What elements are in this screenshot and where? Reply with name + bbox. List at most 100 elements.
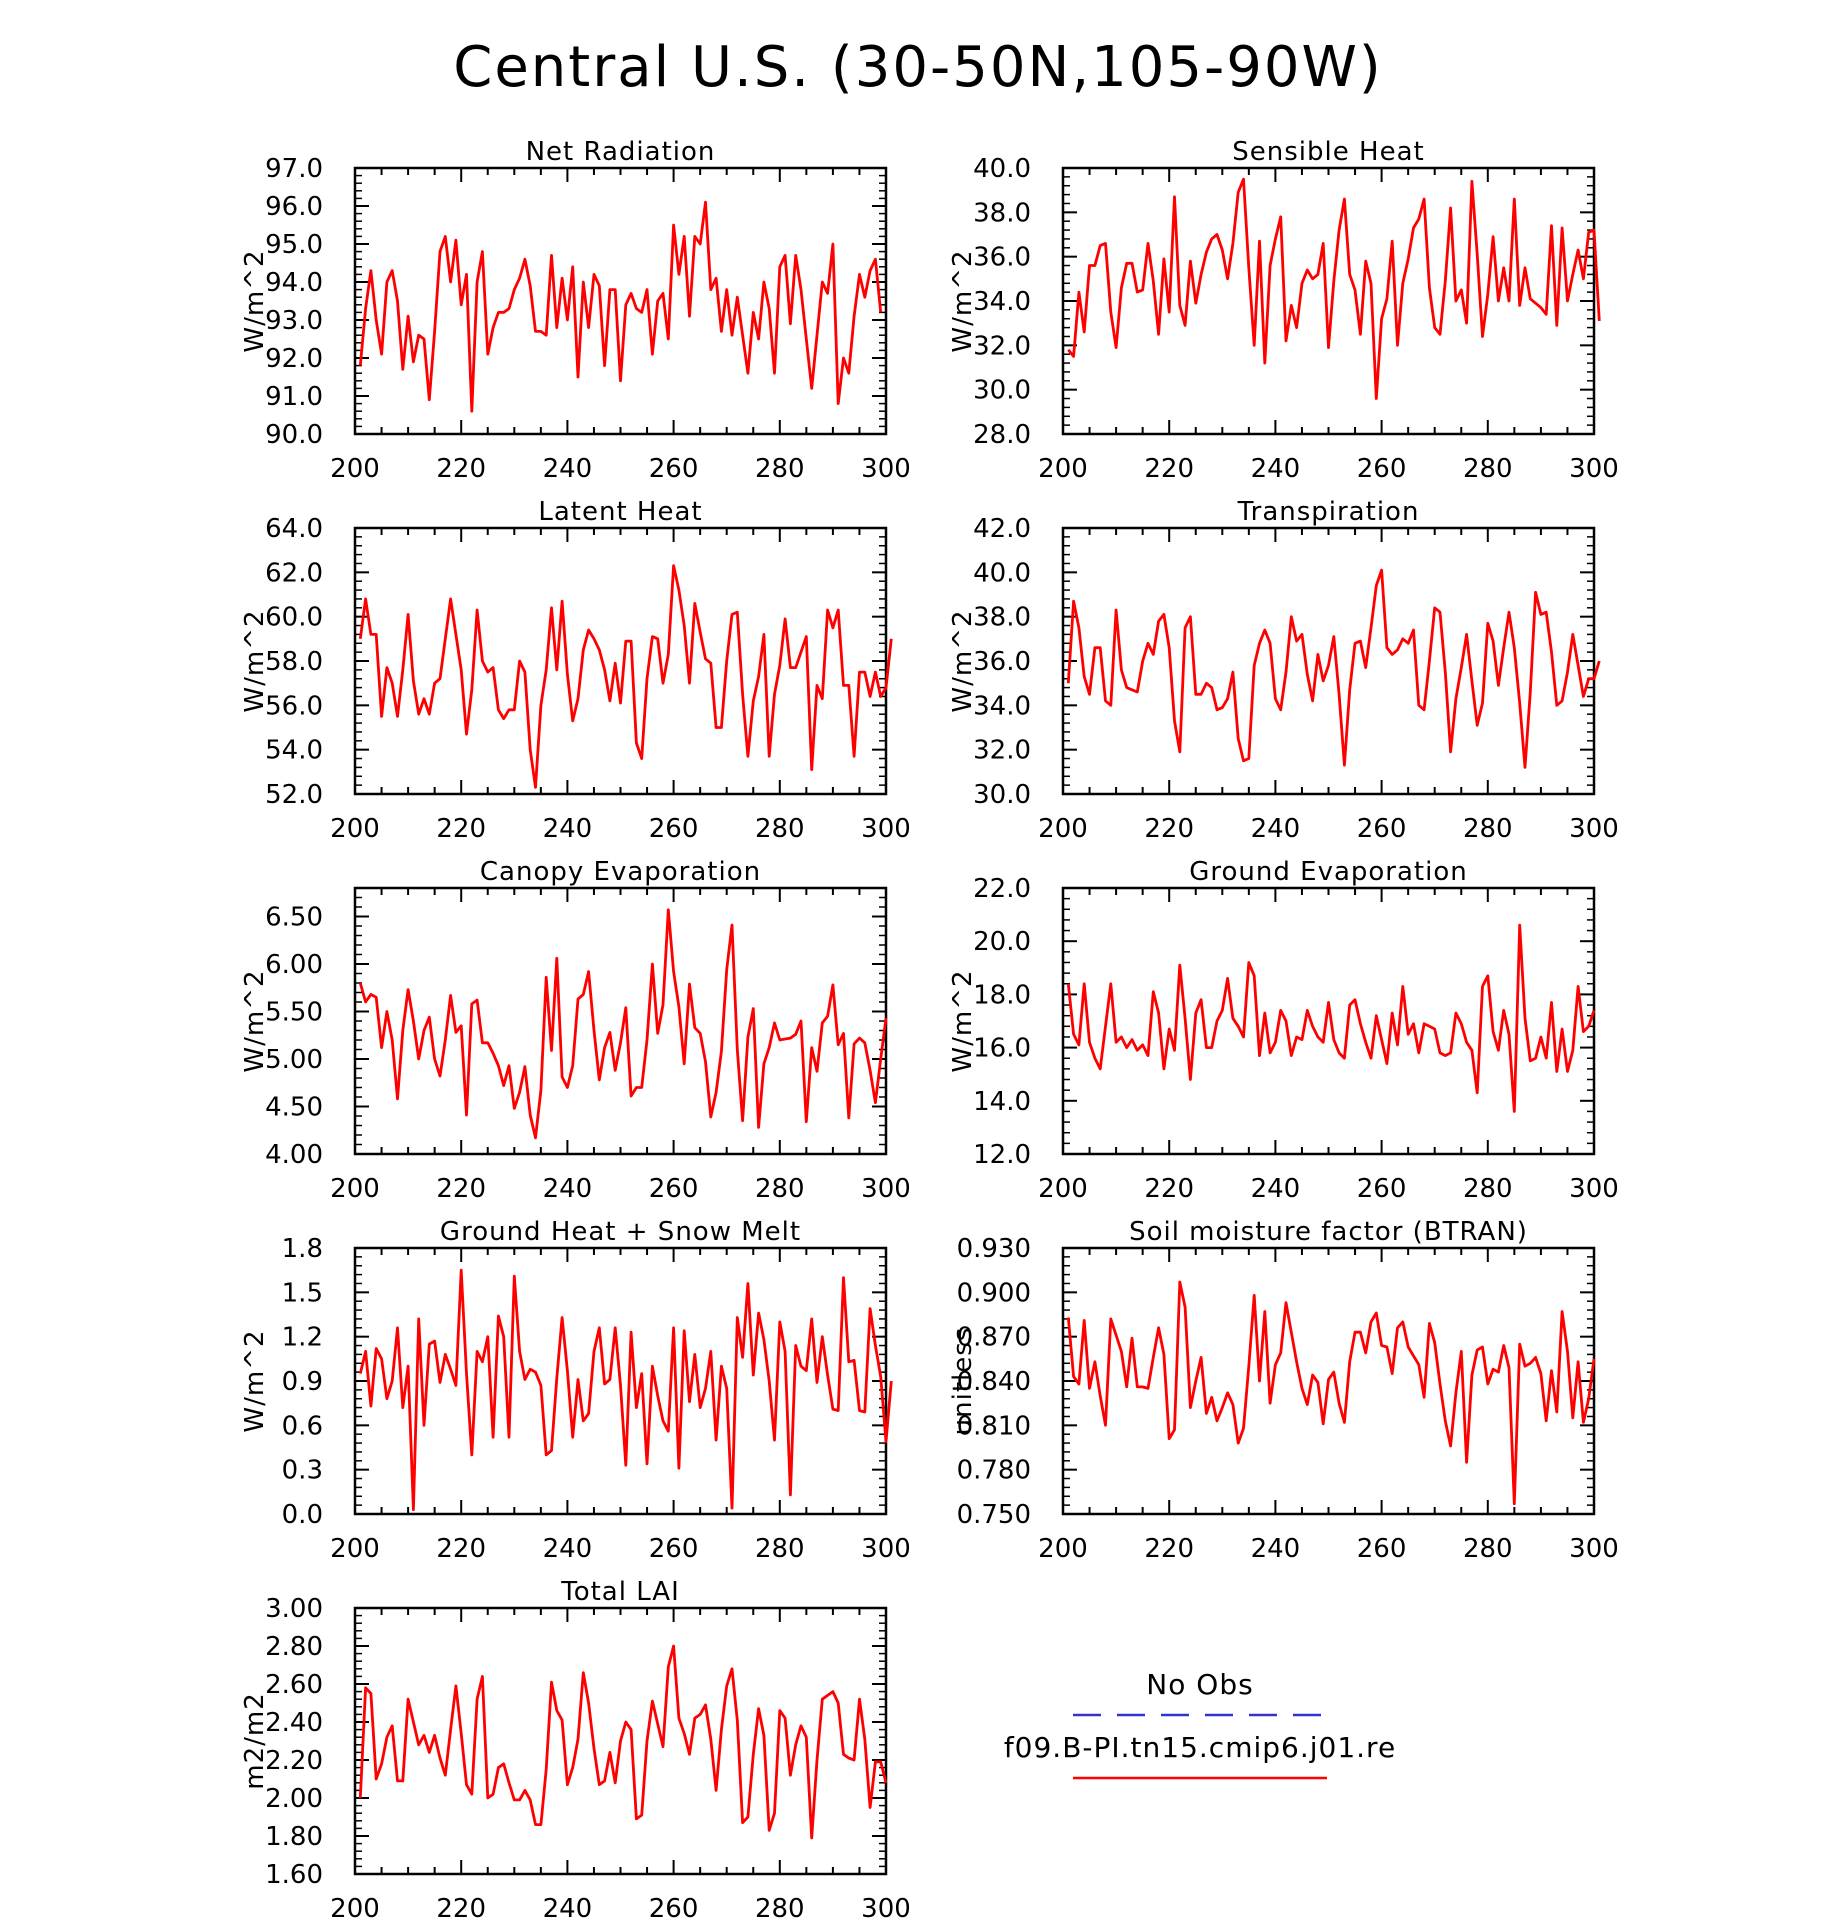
plot-frame bbox=[1061, 886, 1596, 1156]
x-tick-label: 260 bbox=[649, 1534, 699, 1564]
y-tick-label: 64.0 bbox=[265, 514, 323, 544]
chart-panel: Net Radiation W/m^2 200 220 240 260 280 300 90.0… bbox=[240, 137, 911, 484]
y-tick-label: 32.0 bbox=[973, 331, 1031, 361]
y-tick-label: 0.3 bbox=[282, 1456, 323, 1486]
x-tick-label: 240 bbox=[543, 814, 593, 844]
plot-frame bbox=[353, 166, 888, 436]
y-tick-label: 3.00 bbox=[265, 1594, 323, 1624]
x-tick-label: 300 bbox=[861, 1174, 911, 1204]
x-tick-label: 280 bbox=[755, 454, 805, 484]
x-tick-label: 300 bbox=[1569, 1174, 1619, 1204]
legend-obs-label: No Obs bbox=[1146, 1668, 1253, 1701]
x-tick-label: 260 bbox=[1357, 1534, 1407, 1564]
x-tick-label: 300 bbox=[861, 454, 911, 484]
chart-panel: Sensible Heat W/m^2 200 220 240 260 280 300 28.0… bbox=[948, 137, 1619, 484]
y-axis-label: W/m^2 bbox=[948, 249, 978, 352]
y-tick-label: 5.00 bbox=[265, 1045, 323, 1075]
y-tick-label: 16.0 bbox=[973, 1034, 1031, 1064]
series-line bbox=[358, 1644, 888, 1840]
x-tick-label: 300 bbox=[1569, 814, 1619, 844]
x-tick-label: 220 bbox=[436, 1894, 486, 1924]
y-tick-label: 90.0 bbox=[265, 420, 323, 450]
x-tick-label: 260 bbox=[1357, 814, 1407, 844]
y-tick-label: 0.6 bbox=[282, 1411, 323, 1441]
x-tick-label: 280 bbox=[1463, 1174, 1513, 1204]
x-tick-label: 220 bbox=[1144, 1174, 1194, 1204]
y-tick-label: 2.00 bbox=[265, 1784, 323, 1814]
x-tick-label: 260 bbox=[649, 1894, 699, 1924]
x-tick-label: 280 bbox=[755, 1174, 805, 1204]
x-tick-label: 260 bbox=[1357, 1174, 1407, 1204]
y-tick-label: 2.20 bbox=[265, 1746, 323, 1776]
series-line bbox=[1066, 1280, 1596, 1506]
panel-title: Soil moisture factor (BTRAN) bbox=[1129, 1217, 1528, 1247]
x-tick-label: 280 bbox=[1463, 1534, 1513, 1564]
y-axis-label: W/m^2 bbox=[240, 609, 270, 712]
x-tick-label: 240 bbox=[543, 1534, 593, 1564]
x-tick-label: 260 bbox=[649, 454, 699, 484]
y-tick-label: 38.0 bbox=[973, 603, 1031, 633]
panel-title: Net Radiation bbox=[526, 137, 716, 167]
series-line bbox=[358, 908, 888, 1140]
y-tick-label: 58.0 bbox=[265, 647, 323, 677]
y-tick-label: 93.0 bbox=[265, 306, 323, 336]
x-tick-label: 200 bbox=[330, 1534, 380, 1564]
y-tick-label: 1.80 bbox=[265, 1822, 323, 1852]
x-tick-label: 240 bbox=[1251, 814, 1301, 844]
panel-title: Canopy Evaporation bbox=[480, 857, 761, 887]
series-line bbox=[358, 564, 893, 789]
y-tick-label: 30.0 bbox=[973, 780, 1031, 810]
y-tick-label: 52.0 bbox=[265, 780, 323, 810]
y-axis-label: W/m^2 bbox=[948, 969, 978, 1072]
chart-panel: Latent Heat W/m^2 200 220 240 260 280 300 52.0 54… bbox=[240, 497, 911, 844]
x-tick-label: 240 bbox=[1251, 1534, 1301, 1564]
y-tick-label: 2.80 bbox=[265, 1632, 323, 1662]
y-tick-label: 42.0 bbox=[973, 514, 1031, 544]
series-line bbox=[358, 200, 883, 413]
legend: No Obs f09.B-PI.tn15.cmip6.j01.re bbox=[1004, 1668, 1396, 1780]
x-tick-label: 200 bbox=[330, 814, 380, 844]
x-tick-label: 260 bbox=[649, 814, 699, 844]
x-tick-label: 300 bbox=[861, 1534, 911, 1564]
y-tick-label: 4.00 bbox=[265, 1140, 323, 1170]
x-tick-label: 200 bbox=[1038, 1174, 1088, 1204]
x-tick-label: 220 bbox=[1144, 1534, 1194, 1564]
x-tick-label: 260 bbox=[1357, 454, 1407, 484]
x-tick-label: 280 bbox=[755, 1894, 805, 1924]
x-tick-label: 220 bbox=[436, 454, 486, 484]
y-tick-label: 34.0 bbox=[973, 691, 1031, 721]
y-tick-label: 0.9 bbox=[282, 1367, 323, 1397]
x-tick-label: 200 bbox=[330, 1174, 380, 1204]
y-tick-label: 56.0 bbox=[265, 691, 323, 721]
chart-panel: Total LAI m2/m2 200 220 240 260 280 300 1.60 1.80… bbox=[240, 1577, 911, 1924]
x-tick-label: 300 bbox=[1569, 1534, 1619, 1564]
panel-title: Ground Heat + Snow Melt bbox=[440, 1217, 801, 1247]
series-line bbox=[358, 1268, 893, 1511]
y-axis-label: W/m^2 bbox=[240, 1329, 270, 1432]
y-tick-label: 54.0 bbox=[265, 736, 323, 766]
y-tick-label: 36.0 bbox=[973, 243, 1031, 273]
y-tick-label: 22.0 bbox=[973, 874, 1031, 904]
legend-model-label: f09.B-PI.tn15.cmip6.j01.re bbox=[1004, 1731, 1396, 1764]
x-tick-label: 200 bbox=[1038, 454, 1088, 484]
panel-title: Ground Evaporation bbox=[1189, 857, 1467, 887]
y-axis-label: W/m^2 bbox=[948, 609, 978, 712]
x-tick-label: 260 bbox=[649, 1174, 699, 1204]
y-tick-label: 0.840 bbox=[957, 1367, 1031, 1397]
y-tick-label: 1.2 bbox=[282, 1323, 323, 1353]
x-tick-label: 220 bbox=[1144, 814, 1194, 844]
chart-panel: Ground Evaporation W/m^2 200 220 240 260 280 30… bbox=[948, 857, 1619, 1204]
panel-title: Transpiration bbox=[1237, 497, 1420, 527]
y-tick-label: 0.870 bbox=[957, 1323, 1031, 1353]
y-tick-label: 95.0 bbox=[265, 230, 323, 260]
x-tick-label: 300 bbox=[861, 814, 911, 844]
y-tick-label: 2.40 bbox=[265, 1708, 323, 1738]
y-tick-label: 1.8 bbox=[282, 1234, 323, 1264]
y-tick-label: 97.0 bbox=[265, 154, 323, 184]
x-tick-label: 240 bbox=[1251, 454, 1301, 484]
y-tick-label: 0.810 bbox=[957, 1411, 1031, 1441]
chart-panel: Canopy Evaporation W/m^2 200 220 240 260 280 30… bbox=[240, 857, 911, 1204]
y-tick-label: 18.0 bbox=[973, 980, 1031, 1010]
x-tick-label: 280 bbox=[1463, 454, 1513, 484]
